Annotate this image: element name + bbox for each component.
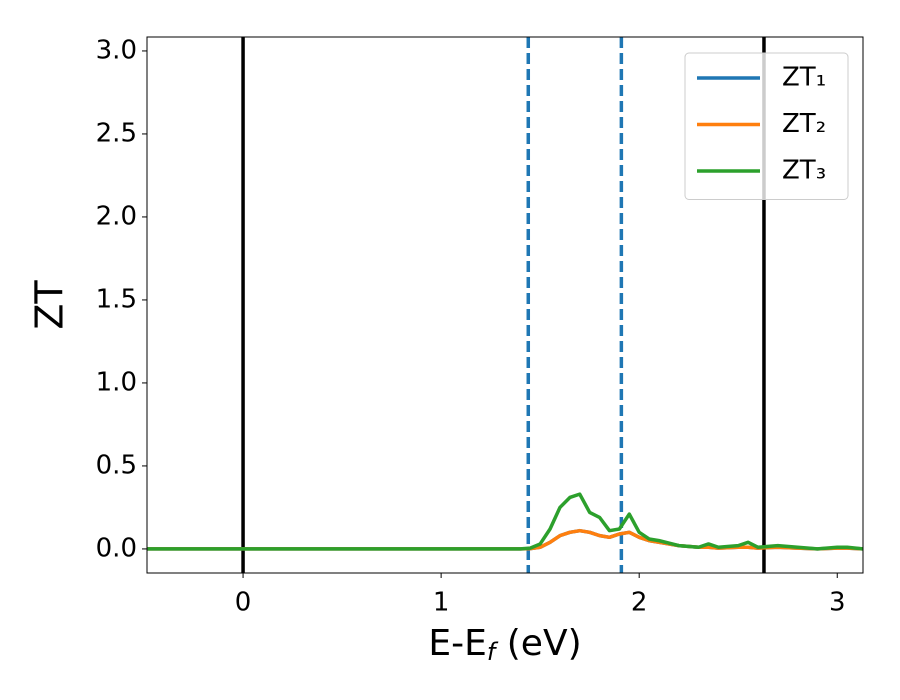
legend-label: ZT₂ bbox=[782, 109, 826, 139]
series-line bbox=[147, 492, 863, 551]
x-tick-label: 0 bbox=[235, 588, 252, 618]
y-tick-label: 0.5 bbox=[96, 450, 137, 480]
y-tick-label: 1.5 bbox=[96, 284, 137, 314]
legend-box bbox=[684, 52, 849, 200]
x-tick-label: 2 bbox=[631, 588, 648, 618]
y-axis-label: ZT bbox=[28, 280, 72, 330]
x-axis-label: E-Ef (eV) bbox=[428, 623, 581, 666]
x-axis-label-part: (eV) bbox=[495, 623, 581, 664]
y-tick-label: 3.0 bbox=[96, 35, 137, 65]
y-tick-label: 2.5 bbox=[96, 118, 137, 148]
x-axis-label-part: E-E bbox=[428, 623, 486, 664]
y-tick-label: 0.0 bbox=[96, 533, 137, 563]
y-tick-label: 1.0 bbox=[96, 367, 137, 397]
legend-label: ZT₃ bbox=[782, 156, 826, 186]
x-tick-label: 1 bbox=[433, 588, 450, 618]
y-tick-label: 2.0 bbox=[96, 201, 137, 231]
x-tick-label: 3 bbox=[829, 588, 846, 618]
axes-frame bbox=[146, 36, 864, 574]
legend-label: ZT₁ bbox=[782, 63, 826, 93]
